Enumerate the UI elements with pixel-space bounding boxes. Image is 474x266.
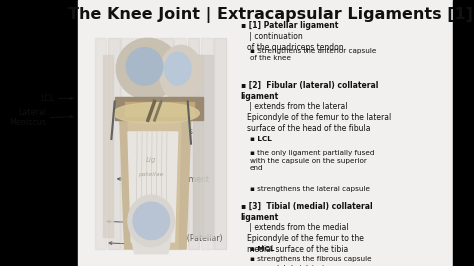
Bar	[78, 0, 474, 266]
Polygon shape	[103, 55, 113, 237]
Text: ▪ [2]  Fibular (lateral) collateral
ligament: ▪ [2] Fibular (lateral) collateral ligam…	[241, 81, 378, 101]
Ellipse shape	[117, 38, 179, 99]
Polygon shape	[161, 38, 173, 249]
Text: ▪ Strengthens the anterior capsule
of the knee: ▪ Strengthens the anterior capsule of th…	[250, 48, 376, 61]
Polygon shape	[214, 38, 226, 249]
Ellipse shape	[159, 45, 203, 102]
Ellipse shape	[164, 52, 191, 85]
Polygon shape	[202, 55, 212, 237]
Polygon shape	[115, 97, 202, 120]
Polygon shape	[125, 102, 194, 115]
Polygon shape	[95, 38, 106, 249]
Ellipse shape	[133, 202, 170, 240]
Text: ACL: ACL	[145, 78, 160, 87]
Text: ▪ [3]  Tibial (medial) collateral
ligament: ▪ [3] Tibial (medial) collateral ligamen…	[241, 202, 373, 222]
Text: Medial
Meniscus: Medial Meniscus	[156, 117, 193, 136]
Text: Patella: Patella	[140, 218, 166, 227]
Ellipse shape	[126, 48, 163, 85]
Text: ▪ strengthens the fibrous capsule: ▪ strengthens the fibrous capsule	[250, 256, 372, 262]
Text: ▪ strengthens the lateral capsule: ▪ strengthens the lateral capsule	[250, 186, 370, 192]
Text: The Knee Joint | Extracapsular Ligaments [1]: The Knee Joint | Extracapsular Ligaments…	[68, 7, 473, 23]
Text: patellae: patellae	[138, 172, 164, 177]
Text: | extends from the lateral
Epicondyle of the femur to the lateral
surface of the: | extends from the lateral Epicondyle of…	[247, 102, 391, 133]
Text: LCL: LCL	[40, 94, 55, 103]
Text: Lig: Lig	[146, 157, 156, 163]
Text: ▪ completely intrinsic: ▪ completely intrinsic	[250, 265, 328, 266]
Text: ▪ the only ligament partially fused
with the capsule on the superior
end: ▪ the only ligament partially fused with…	[250, 150, 374, 171]
Polygon shape	[135, 38, 146, 249]
Polygon shape	[128, 132, 178, 242]
Text: ▪ LCL: ▪ LCL	[250, 136, 272, 142]
Text: | extends from the medial
Epicondyle of the femur to the
medial surface of the t: | extends from the medial Epicondyle of …	[247, 223, 364, 254]
Polygon shape	[108, 38, 119, 249]
Text: | continuation
of the quadriceps tendon: | continuation of the quadriceps tendon	[247, 32, 344, 52]
Polygon shape	[119, 115, 191, 249]
Polygon shape	[128, 115, 181, 249]
Polygon shape	[148, 38, 159, 249]
Polygon shape	[192, 55, 202, 237]
Polygon shape	[121, 38, 133, 249]
Polygon shape	[201, 38, 212, 249]
Text: ▪ MCL: ▪ MCL	[250, 246, 274, 252]
Ellipse shape	[113, 103, 199, 124]
Ellipse shape	[128, 195, 174, 247]
Text: PCL: PCL	[145, 59, 159, 68]
Text: Lateral
Meniscus: Lateral Meniscus	[9, 108, 46, 127]
Text: Patellar Ligament: Patellar Ligament	[140, 175, 209, 184]
Polygon shape	[131, 237, 171, 254]
Text: ▪ [1] Patellar ligament: ▪ [1] Patellar ligament	[241, 21, 338, 30]
Text: MCL: MCL	[156, 102, 173, 111]
Bar	[0, 0, 78, 266]
Polygon shape	[188, 38, 199, 249]
Text: Quadriceps (Patellar)
Tendon: Quadriceps (Patellar) Tendon	[140, 235, 222, 254]
Polygon shape	[174, 38, 186, 249]
Bar	[453, 0, 474, 266]
